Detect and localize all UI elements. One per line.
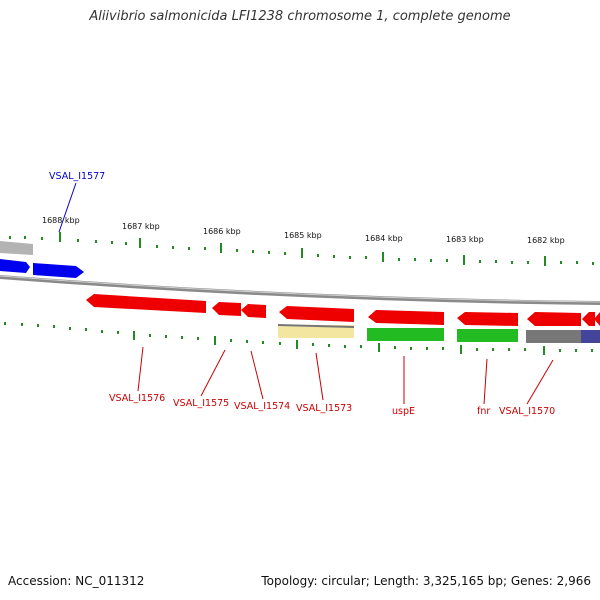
- scale-label: 1682 kbp: [527, 236, 565, 245]
- scale-label: 1686 kbp: [203, 227, 241, 236]
- gene-label[interactable]: fnr: [477, 406, 490, 417]
- feature-yellow-border: [277, 324, 355, 328]
- scale-label: 1688 kbp: [42, 216, 80, 225]
- label-leader-lines: [58, 182, 554, 405]
- leader-VSAL_I1574: [250, 350, 264, 400]
- leader-VSAL_I1573: [315, 352, 324, 401]
- lower-tick-row: [4, 322, 593, 355]
- leader-VSAL_I1570: [526, 359, 554, 405]
- leader-VSAL_I1575: [200, 349, 226, 397]
- gene-label[interactable]: VSAL_I1574: [234, 401, 290, 412]
- feature-purple[interactable]: [581, 330, 600, 343]
- scale-label: 1687 kbp: [122, 222, 160, 231]
- scale-label: 1684 kbp: [365, 234, 403, 243]
- gene-feature-gray[interactable]: [0, 241, 33, 255]
- gene-arrow-edge-1[interactable]: [582, 312, 595, 326]
- gene-arrow-fnr[interactable]: [457, 312, 518, 326]
- gene-arrow-blue-VSAL_I1577[interactable]: [33, 263, 84, 278]
- leader-fnr: [483, 358, 488, 405]
- forward-strand-features: [0, 241, 84, 278]
- topology-text: Topology: circular; Length: 3,325,165 bp…: [261, 574, 591, 588]
- gene-arrow-VSAL_I1576[interactable]: [86, 294, 206, 313]
- upper-tick-row: [9, 232, 594, 266]
- chromosome-backbone-highlight: [0, 275, 600, 303]
- scale-label: 1685 kbp: [284, 231, 322, 240]
- feature-gray-VSAL_I1570[interactable]: [526, 330, 581, 343]
- reverse-strand-features: [86, 294, 600, 343]
- gene-arrow-VSAL_I1570[interactable]: [527, 312, 581, 326]
- chromosome-backbone: [0, 275, 600, 305]
- gene-arrow-edge-2[interactable]: [594, 312, 600, 326]
- genome-title: Aliivibrio salmonicida LFI1238 chromosom…: [89, 9, 511, 24]
- scale-labels: 1688 kbp 1687 kbp 1686 kbp 1685 kbp 1684…: [42, 216, 565, 245]
- gene-arrow-uspE[interactable]: [368, 310, 444, 325]
- gene-label[interactable]: uspE: [392, 406, 415, 417]
- gene-arrow-blue[interactable]: [0, 259, 30, 273]
- gene-label[interactable]: VSAL_I1573: [296, 403, 352, 414]
- leader-VSAL_I1577: [58, 182, 77, 233]
- gene-arrow-VSAL_I1575[interactable]: [212, 302, 241, 316]
- feature-green-fnr[interactable]: [457, 329, 518, 342]
- gene-label[interactable]: VSAL_I1577: [49, 171, 105, 182]
- gene-label[interactable]: VSAL_I1570: [499, 406, 555, 417]
- leader-VSAL_I1576: [137, 346, 144, 392]
- accession-text: Accession: NC_011312: [8, 574, 145, 588]
- gene-label[interactable]: VSAL_I1576: [109, 393, 165, 404]
- feature-yellow-VSAL_I1573[interactable]: [278, 325, 354, 338]
- gene-arrow-VSAL_I1574[interactable]: [241, 304, 266, 318]
- gene-label[interactable]: VSAL_I1575: [173, 398, 229, 409]
- gene-arrow-VSAL_I1573[interactable]: [279, 306, 354, 322]
- feature-green-uspE[interactable]: [367, 328, 444, 341]
- gene-labels: VSAL_I1577 VSAL_I1576 VSAL_I1575 VSAL_I1…: [49, 171, 555, 417]
- scale-label: 1683 kbp: [446, 235, 484, 244]
